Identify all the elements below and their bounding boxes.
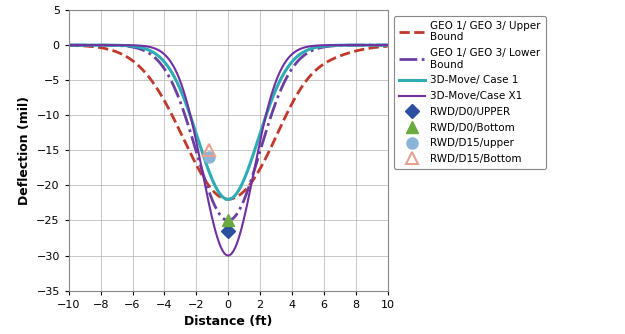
GEO 1/ GEO 3/ Lower
Bound bbox=[220, 217, 228, 221]
X-axis label: Distance (ft): Distance (ft) bbox=[184, 315, 272, 328]
GEO 1/ GEO 3/ Upper
Bound bbox=[224, 197, 232, 201]
GEO 1/ GEO 3/ Lower
Bound bbox=[384, 43, 391, 47]
GEO 1/ GEO 3/ Lower
Bound bbox=[65, 43, 72, 47]
GEO 1/ GEO 3/ Upper
Bound bbox=[81, 44, 89, 48]
3D-Move/ Case 1 bbox=[374, 43, 382, 47]
3D-Move/Case X1 bbox=[316, 43, 324, 47]
Line: 3D-Move/Case X1: 3D-Move/Case X1 bbox=[69, 45, 388, 256]
GEO 1/ GEO 3/ Upper
Bound bbox=[374, 45, 382, 49]
3D-Move/ Case 1 bbox=[211, 184, 219, 188]
Line: 3D-Move/ Case 1: 3D-Move/ Case 1 bbox=[69, 45, 388, 199]
GEO 1/ GEO 3/ Lower
Bound bbox=[81, 43, 89, 47]
3D-Move/Case X1 bbox=[384, 43, 391, 47]
GEO 1/ GEO 3/ Upper
Bound bbox=[211, 191, 219, 195]
Legend: GEO 1/ GEO 3/ Upper
Bound, GEO 1/ GEO 3/ Lower
Bound, 3D-Move/ Case 1, 3D-Move/C: GEO 1/ GEO 3/ Upper Bound, GEO 1/ GEO 3/… bbox=[394, 16, 546, 169]
GEO 1/ GEO 3/ Lower
Bound bbox=[316, 46, 324, 50]
3D-Move/Case X1 bbox=[374, 43, 382, 47]
3D-Move/ Case 1 bbox=[81, 43, 89, 47]
3D-Move/Case X1 bbox=[220, 250, 228, 255]
3D-Move/ Case 1 bbox=[374, 43, 382, 47]
GEO 1/ GEO 3/ Upper
Bound bbox=[220, 197, 228, 201]
GEO 1/ GEO 3/ Upper
Bound bbox=[316, 65, 324, 69]
3D-Move/Case X1 bbox=[81, 43, 89, 47]
3D-Move/ Case 1 bbox=[384, 43, 391, 47]
Line: GEO 1/ GEO 3/ Lower
Bound: GEO 1/ GEO 3/ Lower Bound bbox=[69, 45, 388, 220]
GEO 1/ GEO 3/ Upper
Bound bbox=[374, 45, 382, 49]
3D-Move/Case X1 bbox=[374, 43, 382, 47]
3D-Move/Case X1 bbox=[224, 254, 232, 258]
Y-axis label: Deflection (mil): Deflection (mil) bbox=[18, 96, 31, 205]
GEO 1/ GEO 3/ Lower
Bound bbox=[211, 205, 219, 209]
GEO 1/ GEO 3/ Lower
Bound bbox=[374, 43, 382, 47]
3D-Move/ Case 1 bbox=[65, 43, 72, 47]
3D-Move/Case X1 bbox=[211, 228, 219, 232]
3D-Move/ Case 1 bbox=[316, 45, 324, 49]
GEO 1/ GEO 3/ Upper
Bound bbox=[65, 43, 72, 47]
Line: GEO 1/ GEO 3/ Upper
Bound: GEO 1/ GEO 3/ Upper Bound bbox=[69, 45, 388, 199]
GEO 1/ GEO 3/ Lower
Bound bbox=[224, 218, 232, 222]
3D-Move/ Case 1 bbox=[224, 197, 232, 201]
GEO 1/ GEO 3/ Upper
Bound bbox=[384, 44, 391, 48]
GEO 1/ GEO 3/ Lower
Bound bbox=[374, 43, 382, 47]
3D-Move/Case X1 bbox=[65, 43, 72, 47]
3D-Move/ Case 1 bbox=[220, 196, 228, 200]
